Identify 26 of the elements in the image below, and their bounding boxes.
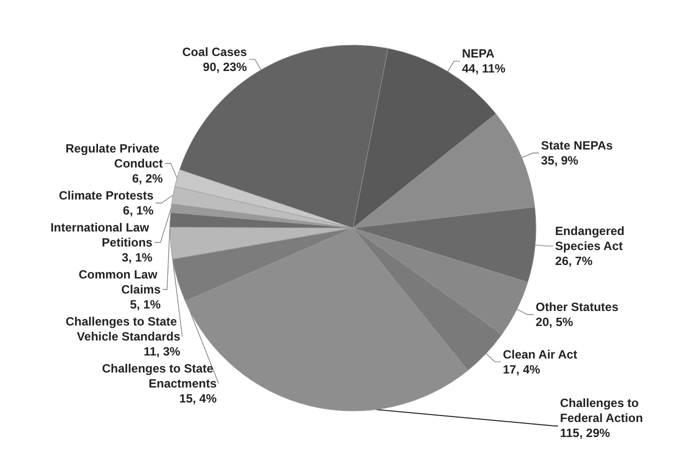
data-label: 6, 2%: [132, 172, 164, 186]
slice-label: Challenges to Federal Action: [560, 396, 643, 425]
data-label: 11, 3%: [144, 344, 181, 358]
data-label: 90, 23%: [202, 60, 248, 74]
slice-label: Challenges to State Enactments: [102, 362, 217, 390]
slice-label: Common Law Claims: [78, 268, 161, 296]
slice-label: NEPA: [462, 46, 495, 61]
slice-label: Endangered Species Act: [555, 224, 628, 254]
data-label: 20, 5%: [536, 315, 574, 330]
slice-label: International Law Petitions: [50, 220, 153, 250]
data-label: 115, 29%: [560, 426, 610, 440]
slice-label: Climate Protests: [58, 188, 154, 202]
data-label: 6, 1%: [122, 204, 154, 218]
slice-label: Challenges to State Vehicle Standards: [66, 314, 181, 344]
data-label: 35, 9%: [541, 153, 579, 168]
data-label: 5, 1%: [130, 298, 161, 312]
slice-label: Coal Cases: [182, 44, 248, 59]
data-label: 15, 4%: [179, 392, 217, 406]
data-label: 17, 4%: [502, 362, 541, 376]
slice-label: Clean Air Act: [502, 347, 578, 362]
data-label: 26, 7%: [555, 254, 593, 268]
slice-label: Other Statutes: [536, 300, 619, 314]
slice-label: Regulate Private Conduct: [65, 142, 163, 170]
data-label: 3, 1%: [122, 250, 153, 264]
slice-label: State NEPAs: [541, 138, 614, 152]
data-label: 44, 11%: [462, 62, 506, 76]
